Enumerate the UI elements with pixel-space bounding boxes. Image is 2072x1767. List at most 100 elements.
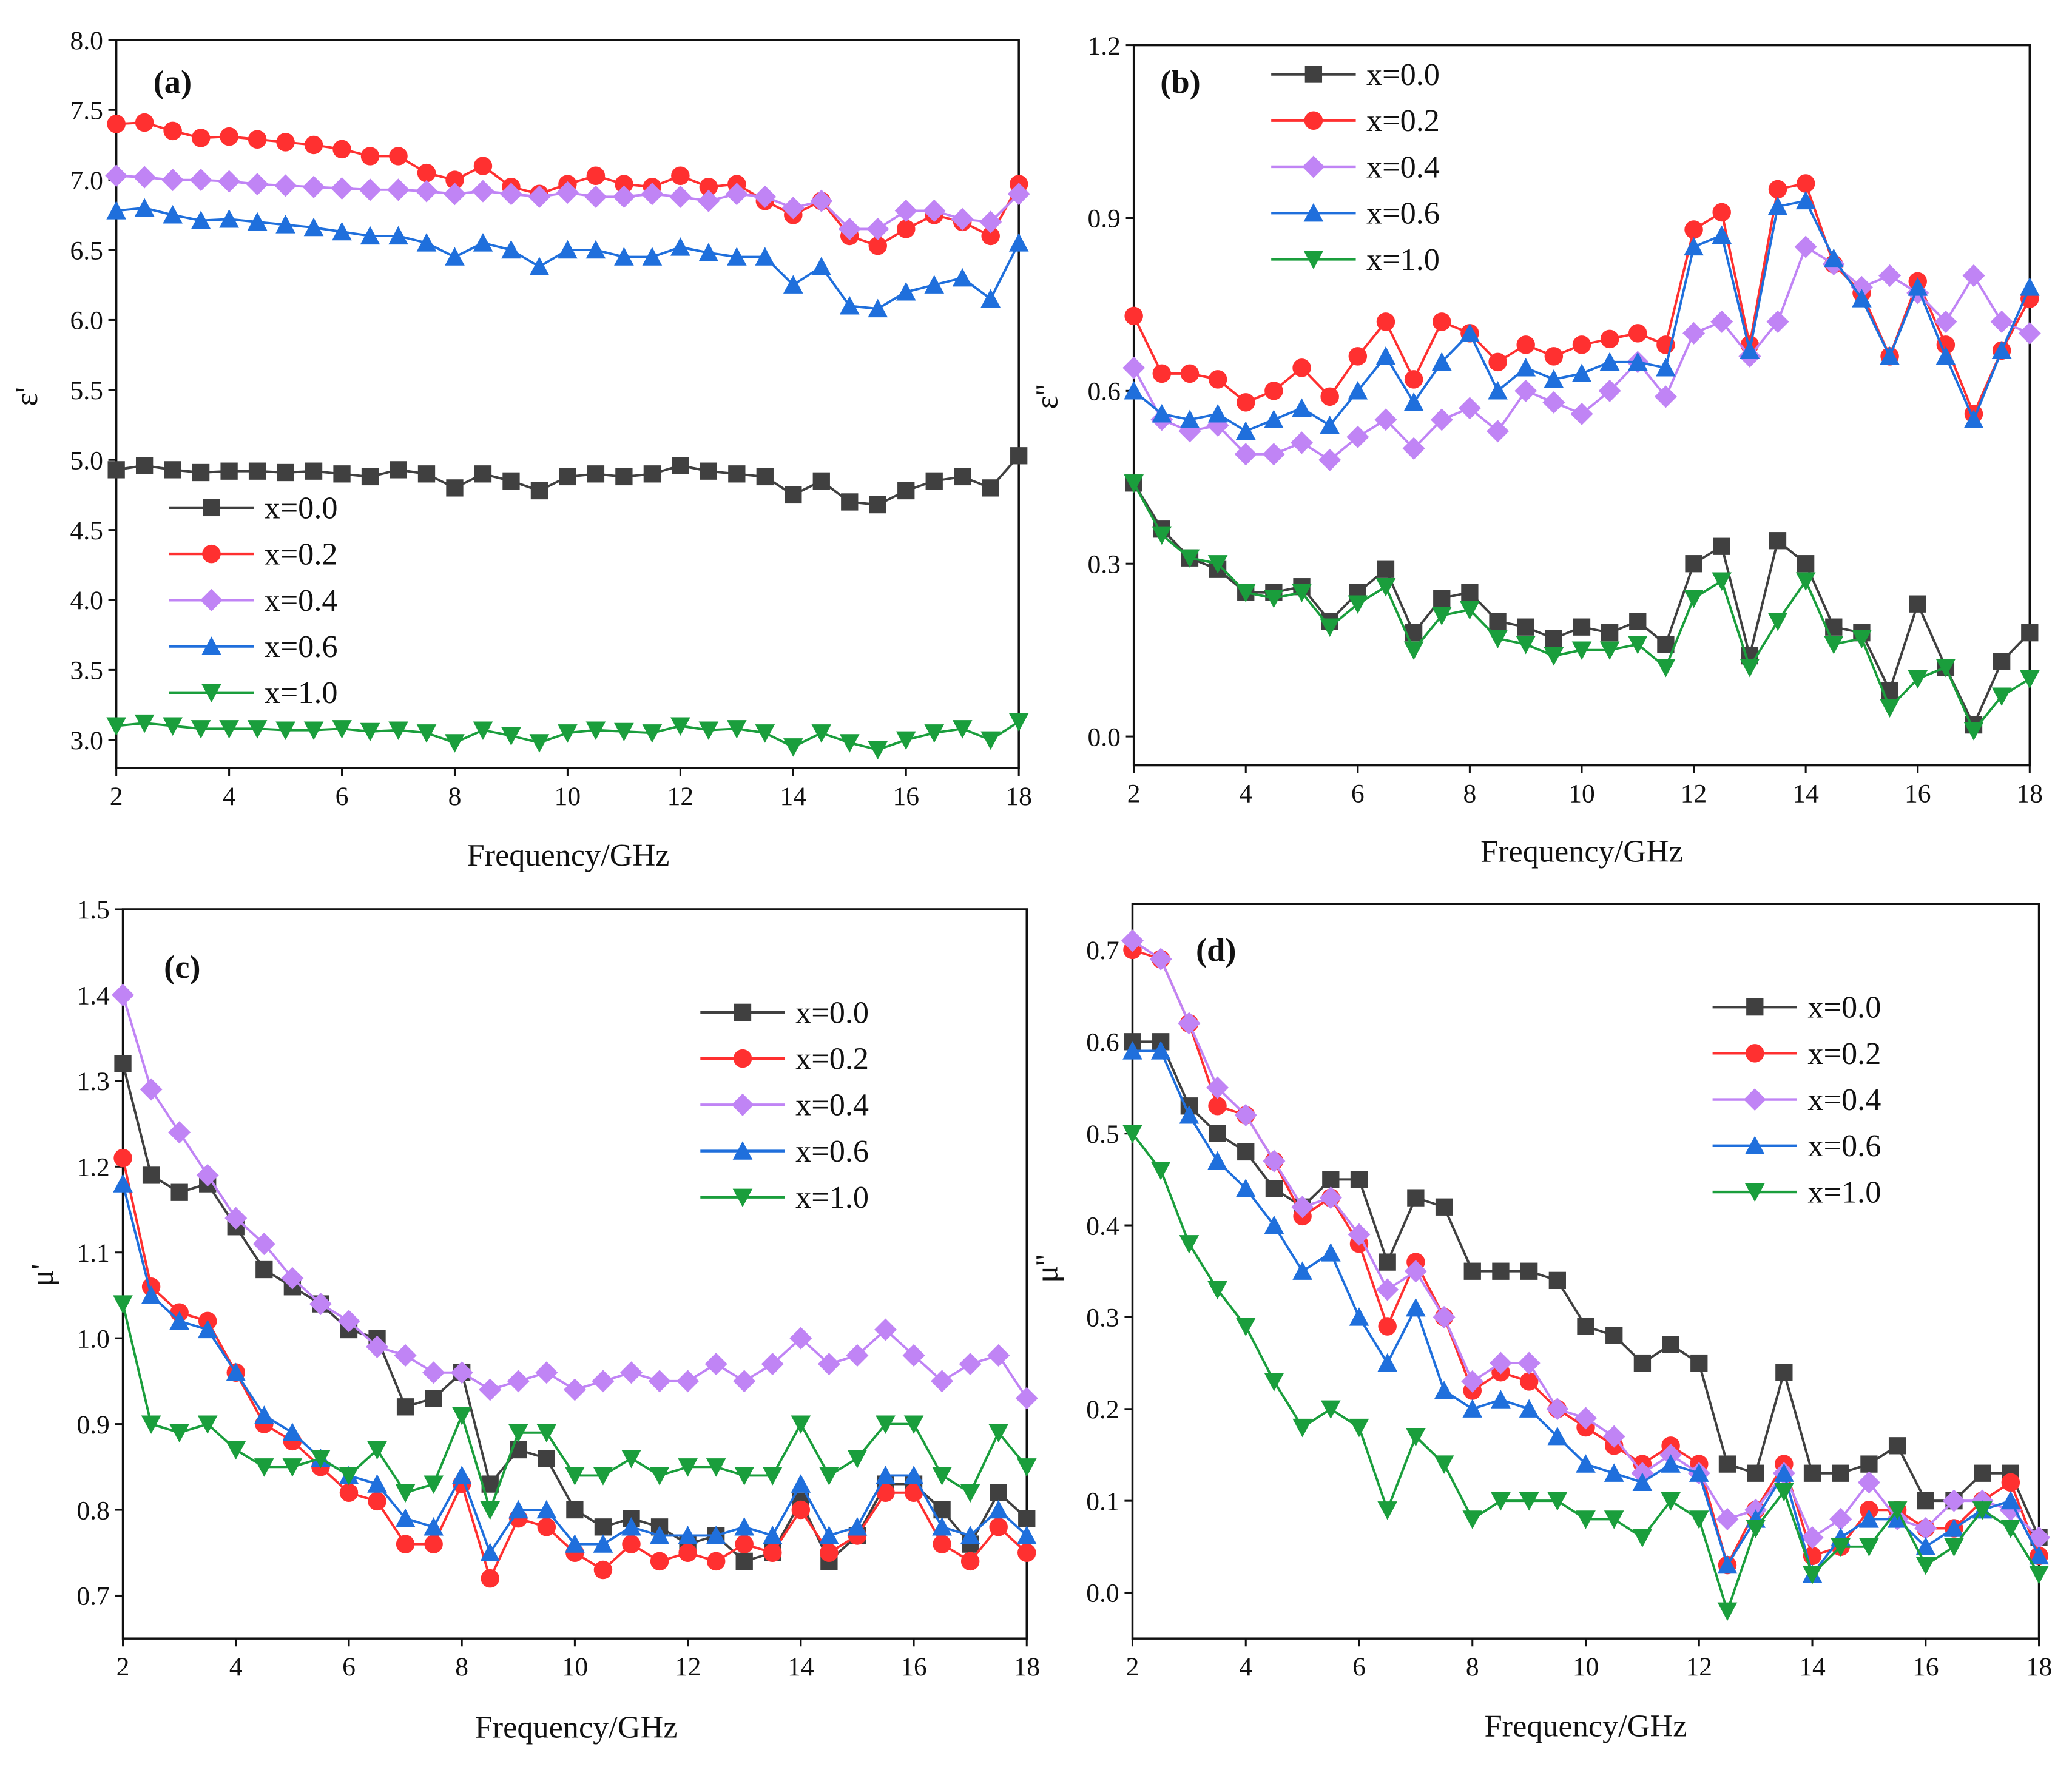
diamond-marker: [641, 183, 664, 206]
diamond-marker: [274, 174, 297, 197]
triangle-down-marker: [1627, 636, 1648, 655]
square-marker: [566, 1501, 584, 1519]
triangle-up-marker: [445, 247, 465, 266]
square-marker: [700, 462, 718, 480]
triangle-up-marker: [1292, 1261, 1312, 1280]
square-marker: [1379, 1253, 1396, 1271]
diamond-marker: [902, 1344, 925, 1367]
triangle-up-marker: [141, 1285, 161, 1304]
diamond-marker: [1376, 1278, 1399, 1301]
triangle-down-marker: [113, 1295, 133, 1314]
y-tick-label: 1.3: [76, 1067, 109, 1096]
triangle-up-marker: [416, 233, 437, 252]
circle-marker: [650, 1552, 669, 1571]
triangle-down-marker: [451, 1407, 472, 1425]
square-marker: [1713, 537, 1730, 555]
triangle-up-marker: [1880, 346, 1900, 365]
y-tick-label: 1.2: [1087, 32, 1120, 61]
triangle-up-marker: [1944, 1518, 1964, 1537]
square-marker: [869, 496, 886, 514]
legend-item: x=0.2: [1271, 103, 1440, 138]
triangle-down-marker: [896, 731, 916, 750]
square-marker: [1463, 1262, 1481, 1280]
legend-label: x=0.4: [795, 1088, 869, 1123]
diamond-marker: [196, 1163, 219, 1186]
square-marker: [841, 493, 859, 511]
diamond-marker: [1517, 1351, 1541, 1375]
diamond-marker: [140, 1078, 163, 1101]
circle-marker: [1264, 382, 1283, 400]
diamond-marker: [1878, 264, 1902, 287]
triangle-up-marker: [1348, 381, 1368, 400]
circle-marker: [933, 1535, 951, 1553]
square-marker: [361, 468, 379, 486]
square-marker: [1209, 1125, 1226, 1142]
triangle-up-marker: [762, 1526, 783, 1544]
y-tick-label: 8.0: [70, 26, 103, 55]
triangle-down-marker: [1744, 1183, 1765, 1202]
triangle-down-marker: [642, 724, 663, 743]
triangle-down-marker: [755, 724, 775, 743]
triangle-down-marker: [1303, 251, 1324, 269]
triangle-down-marker: [1377, 1501, 1398, 1520]
y-tick-label: 6.0: [70, 306, 103, 335]
triangle-up-marker: [529, 257, 550, 275]
square-marker: [1577, 1318, 1594, 1335]
x-tick-label: 6: [1351, 779, 1365, 809]
triangle-down-marker: [254, 1458, 274, 1477]
triangle-down-marker: [1292, 1418, 1312, 1438]
triangle-down-marker: [1488, 630, 1508, 649]
triangle-down-marker: [621, 1450, 641, 1469]
triangle-down-marker: [1831, 1538, 1851, 1557]
diamond-marker: [1121, 929, 1144, 952]
y-tick-label: 7.0: [70, 166, 103, 195]
legend-item: x=0.4: [1712, 1082, 1881, 1117]
diamond-marker: [669, 185, 692, 208]
triangle-down-marker: [932, 1467, 952, 1486]
diamond-marker: [1015, 1387, 1038, 1410]
panel-label: (b): [1160, 63, 1201, 100]
triangle-up-marker: [1179, 409, 1200, 428]
triangle-up-marker: [367, 1474, 387, 1493]
square-marker: [114, 1055, 132, 1072]
legend-label: x=0.2: [795, 1041, 869, 1076]
triangle-up-marker: [508, 1499, 528, 1519]
y-axis-label: ε': [9, 387, 44, 406]
x-tick-label: 12: [667, 782, 694, 811]
triangle-up-marker: [1124, 381, 1144, 400]
x-tick-label: 16: [1912, 1652, 1939, 1681]
square-marker: [1350, 1171, 1368, 1188]
circle-marker: [1768, 180, 1787, 199]
triangle-down-marker: [1320, 618, 1340, 638]
circle-marker: [360, 147, 380, 166]
series-x-0.2: [113, 1148, 1036, 1588]
circle-marker: [1746, 1044, 1764, 1063]
circle-marker: [1292, 358, 1311, 377]
triangle-down-marker: [367, 1441, 387, 1460]
square-marker: [1685, 555, 1702, 573]
triangle-up-marker: [593, 1534, 613, 1553]
y-tick-label: 7.5: [70, 96, 103, 126]
triangle-down-marker: [678, 1458, 698, 1477]
circle-marker: [1376, 312, 1395, 331]
triangle-down-marker: [952, 720, 973, 739]
diamond-marker: [1234, 1103, 1257, 1126]
triangle-down-marker: [732, 1188, 753, 1208]
diamond-marker: [535, 1361, 558, 1384]
series-x-0.6: [1124, 190, 2040, 440]
diamond-marker: [648, 1370, 671, 1393]
triangle-down-marker: [1944, 1538, 1964, 1557]
triangle-down-marker: [339, 1467, 359, 1486]
legend-item: x=0.6: [1712, 1128, 1881, 1163]
triangle-down-marker: [501, 727, 521, 746]
circle-marker: [1628, 324, 1647, 343]
triangle-up-marker: [303, 217, 324, 237]
triangle-down-marker: [649, 1467, 670, 1486]
y-tick-label: 3.5: [70, 656, 103, 685]
circle-marker: [1519, 1372, 1539, 1391]
triangle-down-marker: [219, 720, 239, 739]
triangle-up-marker: [1599, 352, 1620, 371]
legend-label: x=0.0: [265, 490, 338, 525]
series-x-0.2: [107, 113, 1028, 255]
x-tick-label: 2: [1127, 779, 1141, 809]
